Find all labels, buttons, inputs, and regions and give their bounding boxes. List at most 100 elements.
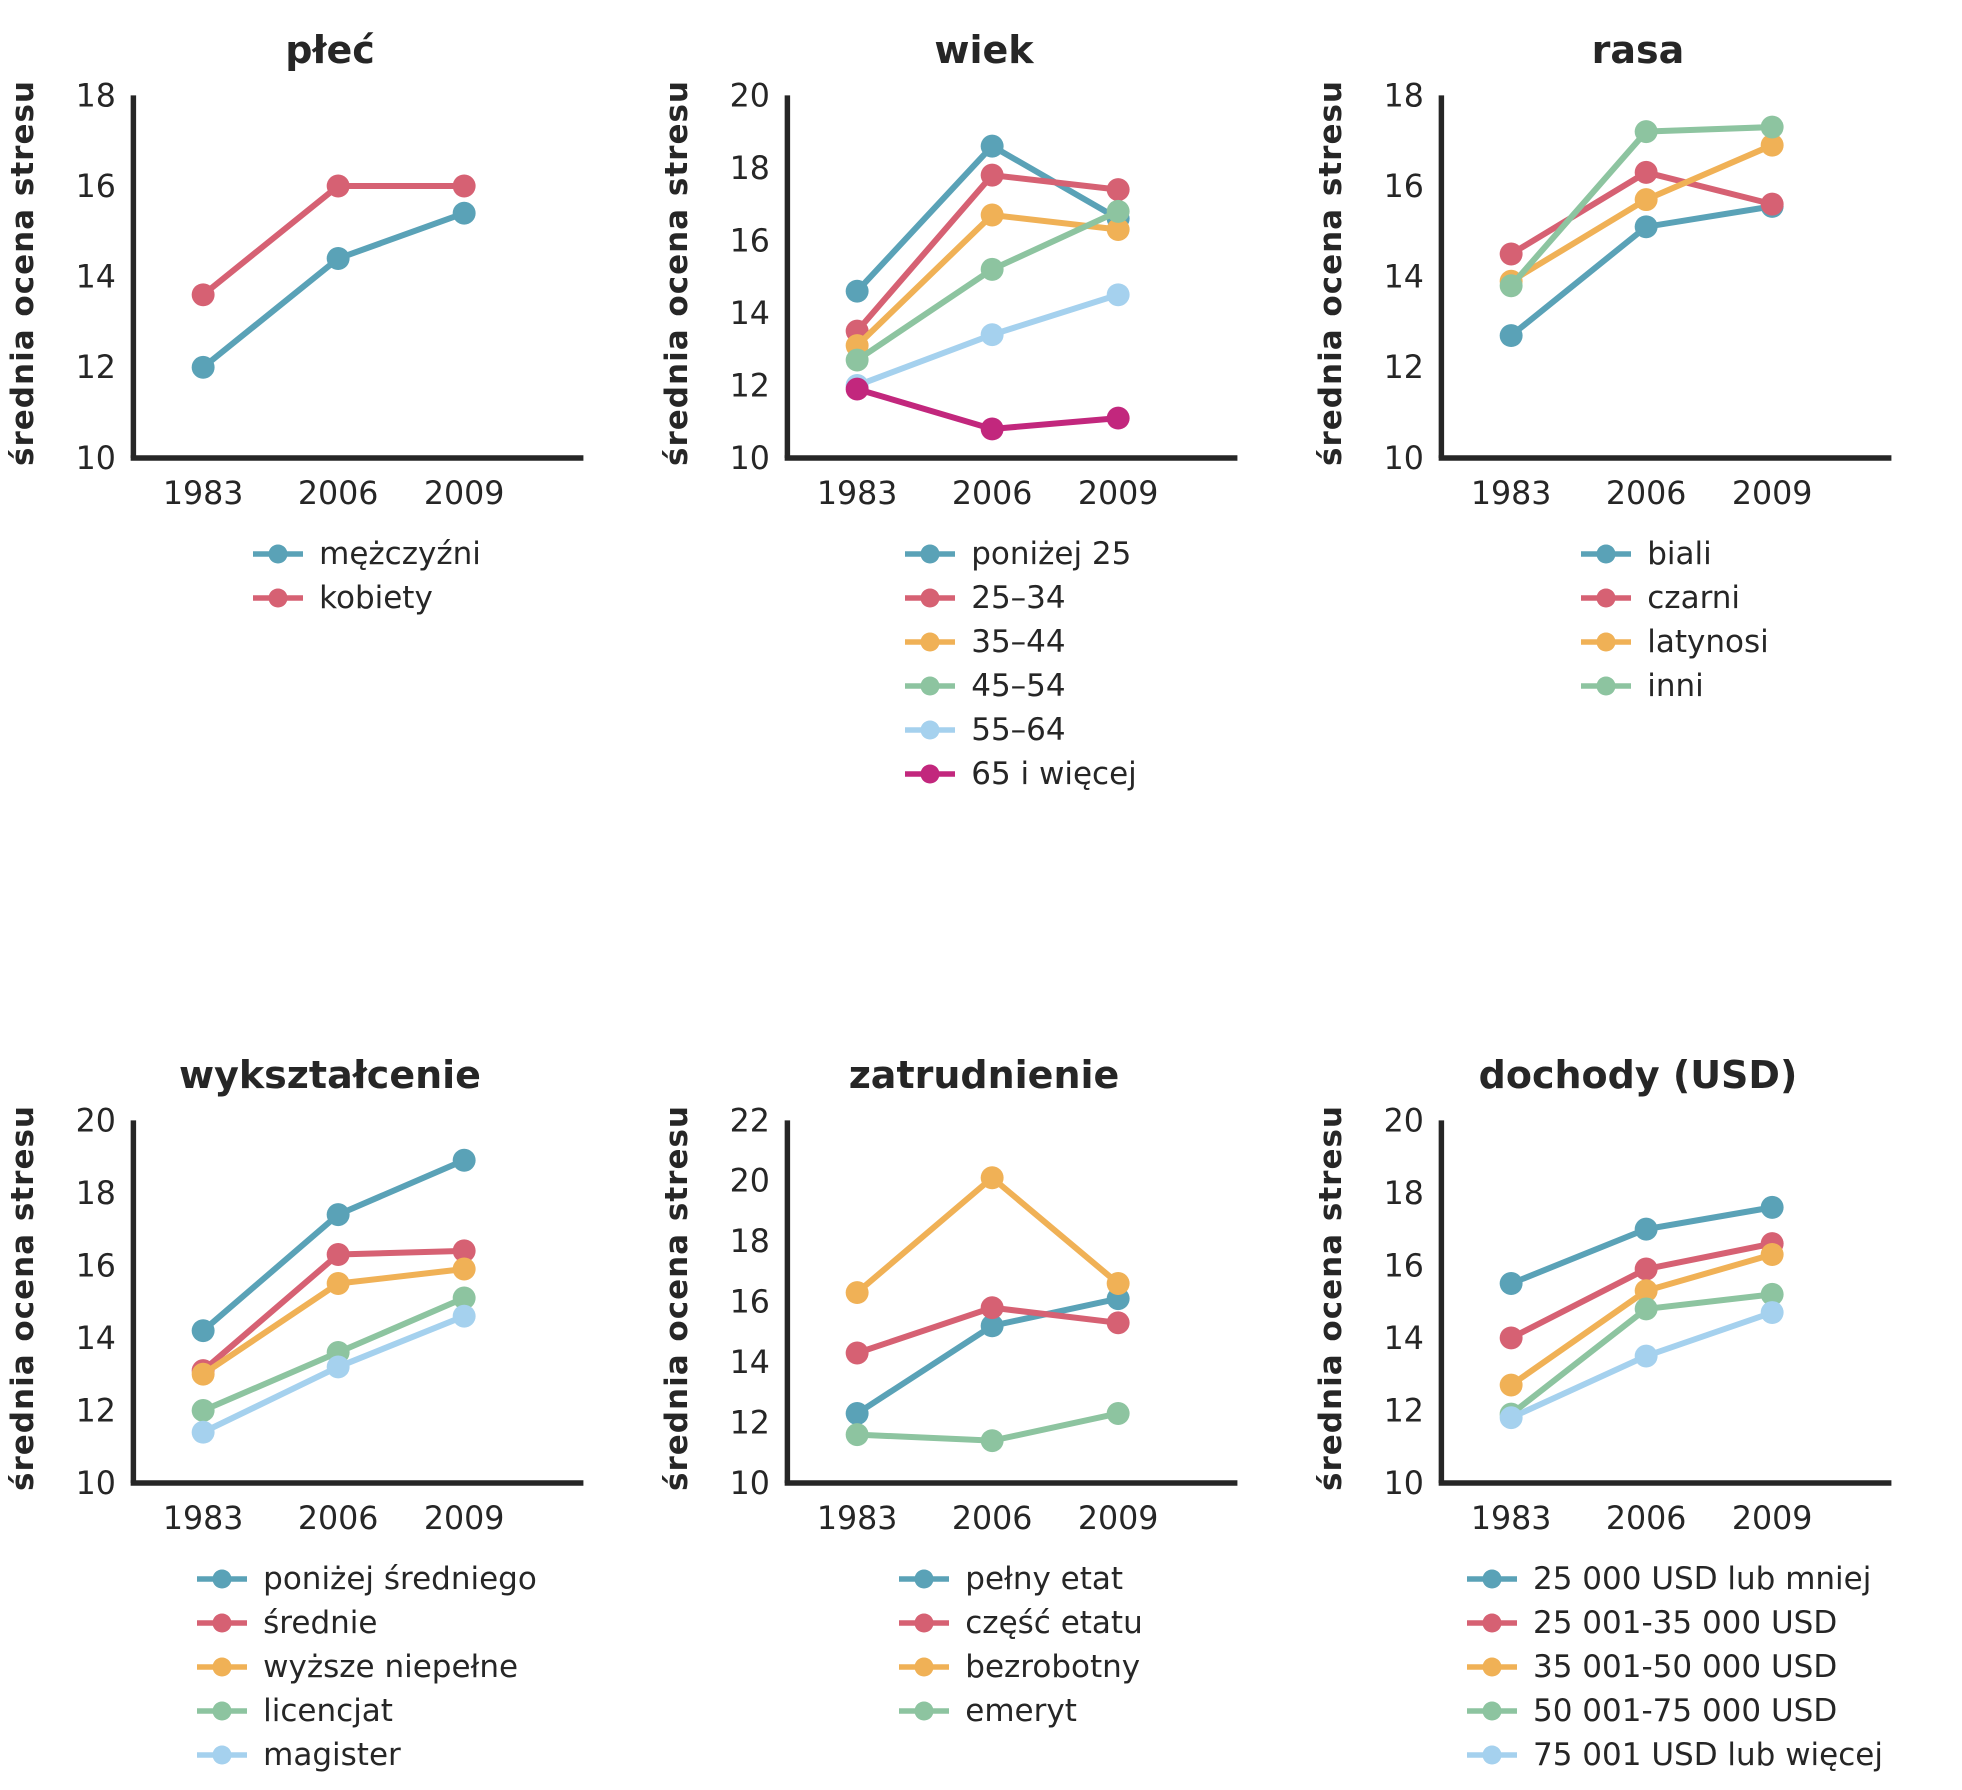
chart-cell-plec: płeć średnia ocena stresu 10 12 14 16 18 1983… bbox=[0, 0, 654, 895]
legend-item: licencjat bbox=[197, 1689, 537, 1733]
chart-legend: 25 000 USD lub mniej 25 001-35 000 USD 35 … bbox=[1467, 1557, 1883, 1777]
data-point bbox=[191, 1362, 215, 1386]
legend-label: 25 001-35 000 USD bbox=[1533, 1604, 1838, 1641]
y-tick-label: 16 bbox=[1384, 169, 1424, 205]
legend-item: inni bbox=[1581, 664, 1769, 708]
x-tick-label: 2009 bbox=[1078, 1501, 1159, 1537]
data-point bbox=[1106, 199, 1130, 223]
data-point bbox=[1760, 115, 1784, 139]
data-point bbox=[1760, 192, 1784, 216]
legend-item: latynosi bbox=[1581, 620, 1769, 664]
x-tick-label: 2006 bbox=[298, 1501, 379, 1537]
y-tick-label: 12 bbox=[1384, 1393, 1424, 1429]
data-point bbox=[191, 1318, 215, 1342]
legend-marker-icon bbox=[197, 1569, 248, 1589]
line-chart-zatrudnienie: 10 12 14 16 18 20 22 1983 2006 2009 bbox=[730, 1105, 1238, 1537]
y-tick-label: 12 bbox=[76, 350, 116, 386]
chart-title: wiek bbox=[934, 28, 1034, 72]
legend-label: średnie bbox=[263, 1604, 378, 1641]
line-chart-wiek: 10 12 14 16 18 20 1983 2006 2009 bbox=[730, 80, 1238, 512]
data-point bbox=[452, 174, 476, 198]
legend-label: 35–44 bbox=[971, 623, 1066, 660]
y-tick-label: 10 bbox=[1384, 441, 1424, 477]
legend-item: magister bbox=[197, 1733, 537, 1777]
legend-marker-icon bbox=[905, 588, 956, 608]
legend-marker-icon bbox=[253, 588, 304, 608]
data-point bbox=[1499, 323, 1523, 347]
chart-title: rasa bbox=[1591, 28, 1685, 72]
legend-item: czarni bbox=[1581, 576, 1769, 620]
legend-item: część etatu bbox=[899, 1601, 1143, 1645]
data-point bbox=[980, 1314, 1004, 1338]
legend-item: bezrobotny bbox=[899, 1645, 1142, 1689]
legend-marker-icon bbox=[197, 1657, 248, 1677]
legend-item: 65 i więcej bbox=[905, 752, 1137, 796]
chart-title: płeć bbox=[285, 28, 375, 72]
chart-body: średnia ocena stresu 10 12 14 16 18 20 1983 200… bbox=[654, 80, 1268, 526]
data-point bbox=[1634, 1297, 1658, 1321]
data-point bbox=[980, 163, 1004, 187]
y-tick-label: 16 bbox=[730, 223, 770, 259]
legend-label: latynosi bbox=[1647, 623, 1769, 660]
legend-label: 35 001-50 000 USD bbox=[1533, 1648, 1838, 1685]
chart-body: średnia ocena stresu 10 12 14 16 18 20 1983 200… bbox=[1308, 1105, 1922, 1551]
y-axis-label: średnia ocena stresu bbox=[1313, 1104, 1349, 1491]
data-point bbox=[1760, 1282, 1784, 1306]
data-point bbox=[980, 1166, 1004, 1190]
legend-label: licencjat bbox=[263, 1692, 393, 1729]
data-point bbox=[980, 417, 1004, 441]
line-chart-rasa: 10 12 14 16 18 1983 2006 2009 bbox=[1384, 80, 1892, 512]
y-tick-label: 10 bbox=[76, 441, 116, 477]
data-point bbox=[1499, 1373, 1523, 1397]
legend-label: 50 001-75 000 USD bbox=[1533, 1692, 1838, 1729]
x-tick-label: 2009 bbox=[424, 476, 505, 512]
chart-cell-wyksztalcenie: wykształcenie średnia ocena stresu 10 12 1… bbox=[0, 895, 654, 1790]
legend-label: biali bbox=[1647, 535, 1712, 572]
line-chart-dochody: 10 12 14 16 18 20 1983 2006 2009 bbox=[1384, 1105, 1892, 1537]
chart-cell-wiek: wiek średnia ocena stresu 10 12 14 16 18 20 19… bbox=[654, 0, 1308, 895]
chart-cell-rasa: rasa średnia ocena stresu 10 12 14 16 18 1983… bbox=[1308, 0, 1962, 895]
legend-label: 75 001 USD lub więcej bbox=[1533, 1736, 1883, 1773]
x-tick-label: 1983 bbox=[163, 1501, 244, 1537]
x-tick-label: 1983 bbox=[163, 476, 244, 512]
legend-item: 35 001-50 000 USD bbox=[1467, 1645, 1883, 1689]
data-point bbox=[452, 1286, 476, 1310]
legend-label: 25–34 bbox=[971, 579, 1066, 616]
legend-label: 65 i więcej bbox=[971, 755, 1137, 792]
data-point bbox=[326, 1242, 350, 1266]
y-tick-label: 12 bbox=[730, 1405, 770, 1441]
legend-item: mężczyźni bbox=[253, 532, 481, 576]
data-point bbox=[980, 257, 1004, 281]
data-point bbox=[1634, 160, 1658, 184]
y-tick-label: 20 bbox=[1384, 1105, 1424, 1139]
legend-marker-icon bbox=[1581, 544, 1632, 564]
legend-marker-icon bbox=[1467, 1613, 1517, 1633]
legend-item: 45–54 bbox=[905, 664, 1137, 708]
legend-marker-icon bbox=[197, 1701, 248, 1721]
legend-label: emeryt bbox=[965, 1692, 1077, 1729]
y-tick-label: 14 bbox=[76, 1321, 116, 1357]
data-point bbox=[845, 1422, 869, 1446]
legend-marker-icon bbox=[905, 720, 956, 740]
x-tick-label: 1983 bbox=[1471, 1501, 1552, 1537]
data-point bbox=[326, 1271, 350, 1295]
data-point bbox=[845, 1341, 869, 1365]
y-tick-label: 10 bbox=[1384, 1466, 1424, 1502]
data-point bbox=[452, 1304, 476, 1328]
y-tick-label: 12 bbox=[730, 368, 770, 404]
data-point bbox=[845, 279, 869, 303]
chart-title: zatrudnienie bbox=[848, 1053, 1120, 1097]
y-axis-label: średnia ocena stresu bbox=[1313, 79, 1349, 466]
x-tick-label: 1983 bbox=[817, 1501, 898, 1537]
data-point bbox=[191, 1420, 215, 1444]
data-point bbox=[1106, 217, 1130, 241]
chart-cell-zatrudnienie: zatrudnienie średnia ocena stresu 10 12 14… bbox=[654, 895, 1308, 1790]
x-tick-label: 1983 bbox=[817, 476, 898, 512]
data-point bbox=[1106, 1271, 1130, 1295]
legend-marker-icon bbox=[1581, 632, 1632, 652]
chart-title: wykształcenie bbox=[179, 1053, 481, 1097]
y-tick-label: 12 bbox=[76, 1393, 116, 1429]
y-tick-label: 18 bbox=[1384, 80, 1424, 114]
y-tick-label: 14 bbox=[1384, 1321, 1424, 1357]
data-point bbox=[980, 1428, 1004, 1452]
